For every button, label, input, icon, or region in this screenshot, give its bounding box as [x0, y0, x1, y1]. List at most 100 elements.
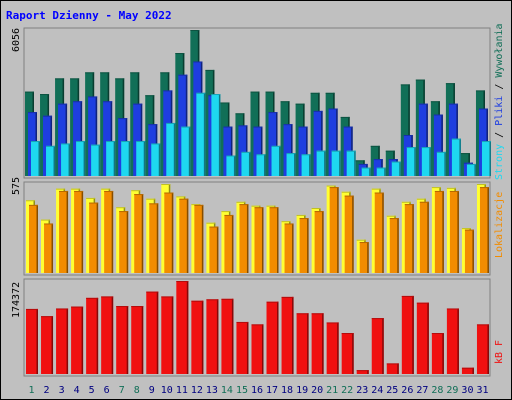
x-tick-label-8: 8 [134, 385, 140, 396]
bar-middle-lokalizacje-day-26 [404, 204, 414, 273]
bar-top-pliki-day-15 [238, 125, 248, 176]
bar-bottom-kbf-day-11 [176, 281, 189, 374]
x-tick-label-21: 21 [326, 385, 338, 396]
x-tick-label-22: 22 [341, 385, 353, 396]
bar-middle-lokalizacje-day-27 [419, 201, 429, 273]
bar-bottom-kbf-day-17 [266, 301, 279, 374]
bar-top-strony-day-6 [106, 141, 116, 176]
bar-middle-lokalizacje-day-25 [389, 218, 399, 273]
bar-top-strony-day-4 [76, 141, 86, 176]
bar-middle-lokalizacje-day-19 [299, 218, 309, 273]
bar-top-strony-day-23 [361, 167, 371, 176]
bar-top-strony-day-3 [61, 143, 71, 176]
bar-middle-lokalizacje-day-24 [374, 192, 384, 273]
bar-top-pliki-day-14 [223, 126, 233, 176]
bar-top-pliki-day-17 [268, 112, 278, 176]
bar-top-pliki-day-28 [433, 114, 443, 176]
bar-middle-lokalizacje-day-2 [44, 223, 54, 273]
bar-top-strony-day-25 [391, 161, 401, 176]
x-tick-label-28: 28 [431, 385, 443, 396]
bar-top-pliki-day-8 [133, 103, 143, 176]
bar-bottom-kbf-day-20 [311, 313, 324, 374]
x-tick-label-31: 31 [476, 385, 488, 396]
bar-bottom-kbf-day-13 [206, 299, 219, 374]
bar-top-strony-day-26 [406, 147, 416, 176]
x-tick-label-9: 9 [149, 385, 155, 396]
bar-bottom-kbf-day-22 [341, 333, 354, 374]
x-tick-label-16: 16 [251, 385, 263, 396]
bar-top-strony-day-14 [226, 155, 236, 176]
bar-middle-lokalizacje-day-16 [254, 207, 264, 273]
bar-bottom-kbf-day-14 [221, 298, 234, 374]
bar-middle-lokalizacje-day-5 [89, 202, 99, 273]
bar-bottom-kbf-day-24 [371, 318, 384, 374]
bar-top-strony-day-19 [301, 154, 311, 176]
x-tick-label-1: 1 [29, 385, 35, 396]
bar-top-strony-day-17 [271, 145, 281, 176]
x-tick-label-7: 7 [119, 385, 125, 396]
bar-top-strony-day-7 [121, 141, 131, 176]
x-tick-label-10: 10 [161, 385, 173, 396]
bar-top-pliki-day-3 [58, 103, 68, 176]
bar-middle-lokalizacje-day-14 [224, 214, 234, 273]
bar-top-strony-day-22 [346, 150, 356, 176]
bar-middle-lokalizacje-day-11 [179, 198, 189, 273]
x-tick-label-27: 27 [416, 385, 428, 396]
x-tick-label-4: 4 [74, 385, 80, 396]
bar-bottom-kbf-day-12 [191, 300, 204, 374]
bar-top-pliki-day-19 [298, 126, 308, 176]
bar-top-pliki-day-6 [103, 101, 113, 176]
bottom-right-legend: kB F [494, 340, 505, 364]
bar-middle-lokalizacje-day-8 [134, 194, 144, 273]
bar-middle-lokalizacje-day-3 [59, 190, 69, 273]
bar-bottom-kbf-day-29 [446, 308, 459, 374]
bar-top-pliki-day-20 [313, 110, 323, 176]
legend-strony: Strony [494, 144, 505, 180]
bar-top-pliki-day-5 [88, 96, 98, 176]
bar-bottom-kbf-day-8 [131, 306, 144, 374]
x-tick-label-11: 11 [176, 385, 188, 396]
bar-bottom-kbf-day-25 [386, 363, 399, 374]
x-tick-label-24: 24 [371, 385, 383, 396]
bar-middle-lokalizacje-day-15 [239, 204, 249, 273]
bar-top-strony-day-16 [256, 154, 266, 176]
bar-top-pliki-day-18 [283, 124, 293, 176]
bar-middle-lokalizacje-day-13 [209, 226, 219, 273]
bar-top-strony-day-29 [451, 138, 461, 176]
bar-top-strony-day-11 [181, 126, 191, 176]
bar-top-pliki-day-27 [418, 103, 428, 176]
legend-sep-1: / [494, 126, 505, 144]
bar-bottom-kbf-day-7 [116, 306, 129, 374]
bar-top-wywoania-day-26 [400, 84, 410, 176]
bar-top-strony-day-21 [331, 150, 341, 176]
bar-middle-lokalizacje-day-9 [149, 203, 159, 273]
x-tick-label-18: 18 [281, 385, 293, 396]
bar-middle-lokalizacje-day-1 [29, 204, 38, 273]
x-tick-label-19: 19 [296, 385, 308, 396]
bar-top-pliki-day-16 [253, 126, 263, 176]
x-tick-label-25: 25 [386, 385, 398, 396]
bar-top-strony-day-27 [421, 147, 431, 176]
bar-middle-lokalizacje-day-29 [449, 190, 459, 273]
bar-top-pliki-day-21 [328, 108, 338, 176]
bar-middle-lokalizacje-day-18 [284, 223, 294, 273]
bar-bottom-kbf-day-18 [281, 296, 294, 374]
bar-bottom-kbf-day-23 [356, 370, 369, 374]
bar-bottom-kbf-day-3 [56, 308, 69, 374]
bar-bottom-kbf-day-1 [26, 308, 38, 374]
bar-top-strony-day-9 [151, 143, 161, 176]
bar-top-strony-day-24 [376, 167, 386, 176]
bar-bottom-kbf-day-5 [86, 297, 99, 374]
bar-top-strony-day-12 [196, 92, 206, 176]
bar-middle-lokalizacje-day-6 [104, 190, 114, 273]
bar-middle-lokalizacje-day-30 [464, 229, 474, 273]
x-tick-label-23: 23 [356, 385, 368, 396]
x-tick-label-15: 15 [236, 385, 248, 396]
bar-bottom-kbf-day-6 [101, 296, 114, 374]
bar-middle-lokalizacje-day-23 [359, 242, 369, 273]
bar-middle-lokalizacje-day-17 [269, 207, 279, 273]
chart-title: Raport Dzienny - May 2022 [6, 9, 172, 22]
x-tick-label-14: 14 [221, 385, 233, 396]
bar-middle-lokalizacje-day-4 [74, 190, 84, 273]
